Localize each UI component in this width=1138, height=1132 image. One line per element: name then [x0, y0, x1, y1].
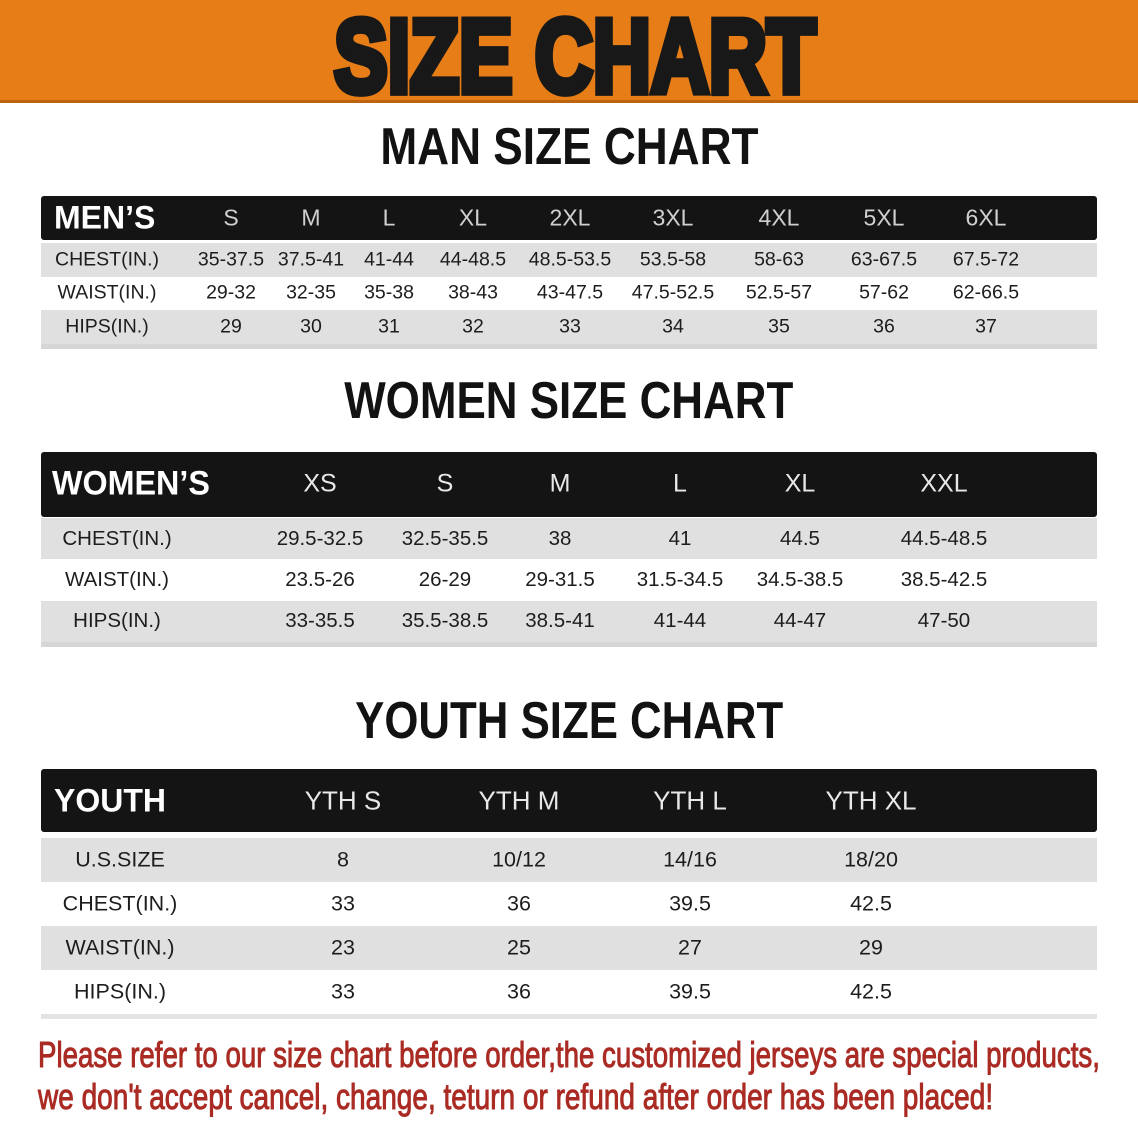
svg-text:SIZE CHART: SIZE CHART	[334, 0, 816, 103]
